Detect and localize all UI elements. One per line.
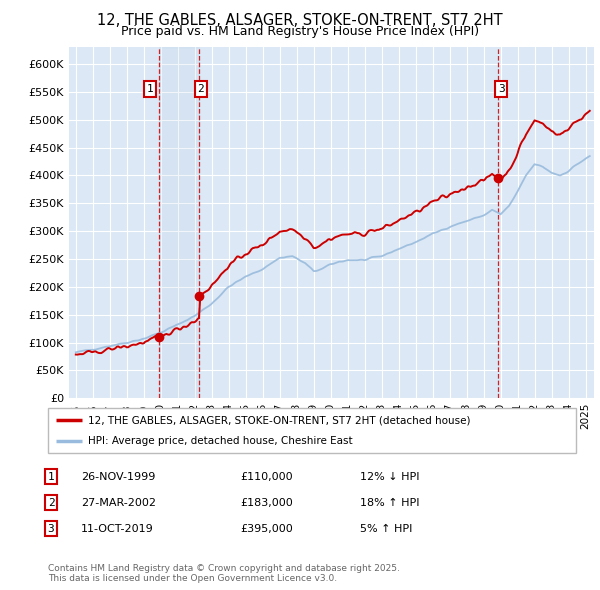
Text: 11-OCT-2019: 11-OCT-2019	[81, 524, 154, 533]
Text: 5% ↑ HPI: 5% ↑ HPI	[360, 524, 412, 533]
Text: £183,000: £183,000	[240, 498, 293, 507]
Text: 12, THE GABLES, ALSAGER, STOKE-ON-TRENT, ST7 2HT (detached house): 12, THE GABLES, ALSAGER, STOKE-ON-TRENT,…	[88, 415, 470, 425]
Text: 1: 1	[146, 84, 154, 94]
Text: 12% ↓ HPI: 12% ↓ HPI	[360, 472, 419, 481]
Text: Price paid vs. HM Land Registry's House Price Index (HPI): Price paid vs. HM Land Registry's House …	[121, 25, 479, 38]
Bar	[160, 47, 199, 398]
Text: 27-MAR-2002: 27-MAR-2002	[81, 498, 156, 507]
Text: 2: 2	[197, 84, 204, 94]
Text: £110,000: £110,000	[240, 472, 293, 481]
Text: Contains HM Land Registry data © Crown copyright and database right 2025.
This d: Contains HM Land Registry data © Crown c…	[48, 563, 400, 583]
Text: 2: 2	[47, 498, 55, 507]
Text: 1: 1	[47, 472, 55, 481]
Text: 3: 3	[47, 524, 55, 533]
Text: 3: 3	[498, 84, 505, 94]
Text: 26-NOV-1999: 26-NOV-1999	[81, 472, 155, 481]
Text: HPI: Average price, detached house, Cheshire East: HPI: Average price, detached house, Ches…	[88, 435, 352, 445]
Text: 18% ↑ HPI: 18% ↑ HPI	[360, 498, 419, 507]
Text: £395,000: £395,000	[240, 524, 293, 533]
Text: 12, THE GABLES, ALSAGER, STOKE-ON-TRENT, ST7 2HT: 12, THE GABLES, ALSAGER, STOKE-ON-TRENT,…	[97, 13, 503, 28]
